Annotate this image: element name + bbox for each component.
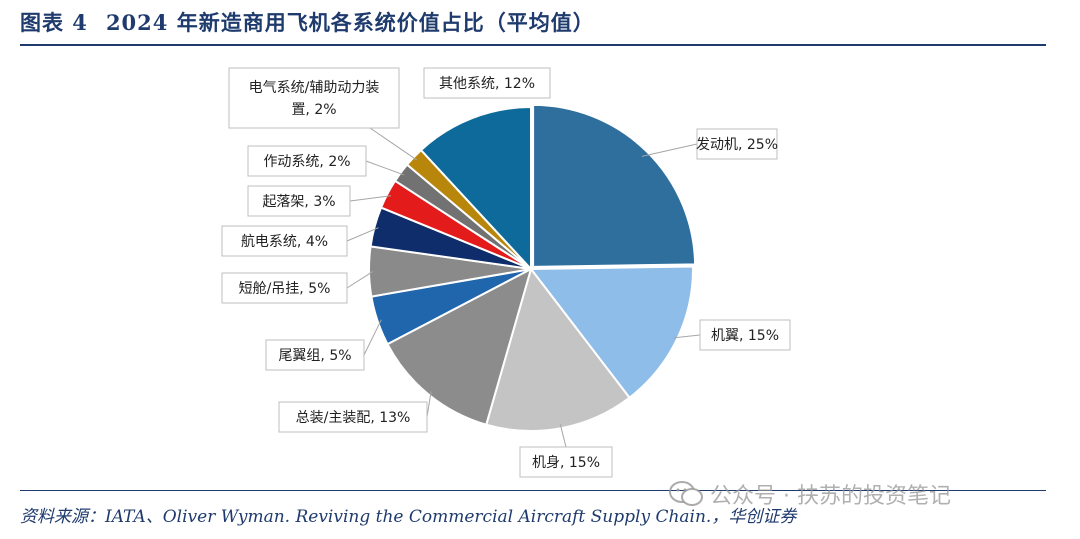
wechat-icon xyxy=(669,481,703,506)
pie-chart: 发动机, 25% 机翼, 15% 机身, 15% 总装/主装配, 13% 尾翼组, 5%… xyxy=(221,67,791,478)
leader-line xyxy=(346,227,379,242)
leader-line xyxy=(426,391,432,418)
data-label: 电气系统/辅助动力装 xyxy=(249,80,380,96)
leader-line xyxy=(641,143,698,157)
data-label: 尾翼组, 5% xyxy=(278,348,351,364)
figure-number: 图表 4 xyxy=(20,10,88,35)
data-label: 总装/主装配, 13% xyxy=(296,410,411,426)
data-label-box xyxy=(247,185,351,217)
leader-line xyxy=(365,160,405,176)
pie-slice xyxy=(386,267,533,426)
footer-rule xyxy=(20,490,1046,491)
data-label-box xyxy=(221,272,348,304)
data-label: 机翼, 15% xyxy=(711,328,779,344)
figure-title: 2024 年新造商用飞机各系统价值占比（平均值） xyxy=(105,10,595,35)
data-label-box xyxy=(228,67,400,129)
leader-line xyxy=(369,127,417,161)
leader-line xyxy=(346,271,374,289)
data-label: 其他系统, 12% xyxy=(439,76,535,92)
pie-slice xyxy=(528,265,694,400)
data-label-box xyxy=(265,339,365,371)
leader-line xyxy=(363,319,382,356)
data-label-box xyxy=(247,145,367,177)
data-label: 航电系统, 4% xyxy=(241,234,328,250)
leader-line xyxy=(559,424,567,448)
leader-line xyxy=(349,195,392,202)
data-label-box xyxy=(221,225,348,257)
header-rule xyxy=(20,44,1046,46)
data-label-box xyxy=(278,401,428,433)
watermark-text: 公众号 · 扶苏的投资笔记 xyxy=(710,484,951,509)
figure-header: 图表 4 2024 年新造商用飞机各系统价值占比（平均值） xyxy=(20,6,1060,38)
data-label: 作动系统, 2% xyxy=(263,154,350,170)
data-label: 发动机, 25% xyxy=(696,137,778,153)
leader-line xyxy=(673,334,701,339)
data-label: 短舱/吊挂, 5% xyxy=(239,281,331,297)
data-label-box xyxy=(699,319,791,351)
source-note: 资料来源：IATA、Oliver Wyman. Reviving the Com… xyxy=(20,507,797,527)
data-label: 置, 2% xyxy=(291,102,336,118)
data-label-box xyxy=(519,446,613,478)
data-label-box xyxy=(696,128,778,160)
data-label-box xyxy=(423,67,551,99)
data-label: 起落架, 3% xyxy=(262,194,335,210)
pie-slice xyxy=(532,103,697,268)
pie-slice xyxy=(419,105,532,272)
data-label: 机身, 15% xyxy=(532,455,600,471)
watermark: 公众号 · 扶苏的投资笔记 xyxy=(668,477,1068,511)
